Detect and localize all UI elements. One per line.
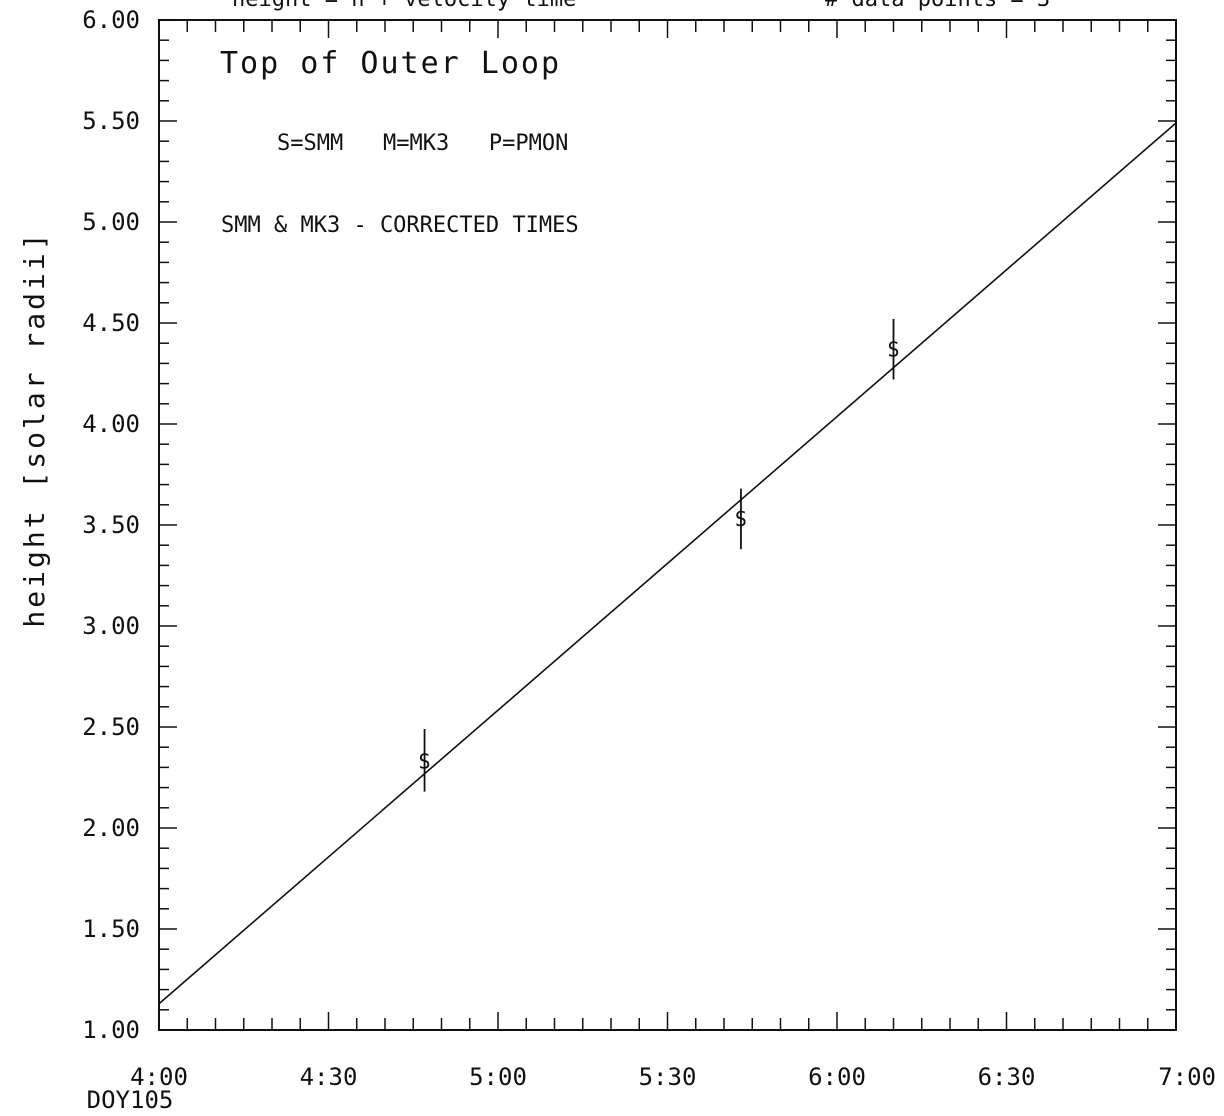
y-tick-label: 2.00 — [82, 814, 140, 842]
y-tick-label: 1.00 — [82, 1016, 140, 1044]
fit-line-group — [158, 122, 1177, 1005]
x-tick-label: 6:00 — [808, 1063, 866, 1091]
data-point-marker: S — [887, 337, 899, 361]
y-tick-label: 1.50 — [82, 915, 140, 943]
chart-annotation-note: SMM & MK3 - CORRECTED TIMES — [221, 213, 579, 238]
y-tick-label: 3.50 — [82, 511, 140, 539]
y-tick-label: 2.50 — [82, 713, 140, 741]
fit-line — [158, 122, 1177, 1005]
chart-annotation-title: Top of Outer Loop — [220, 46, 561, 81]
x-tick-label: 4:30 — [300, 1063, 358, 1091]
data-point-marker: S — [735, 507, 747, 531]
y-tick-label: 5.00 — [82, 208, 140, 236]
y-tick-label: 4.00 — [82, 410, 140, 438]
data-points-group: S S S — [419, 318, 900, 792]
x-tick-label: 5:00 — [469, 1063, 527, 1091]
y-tick-label: 3.00 — [82, 612, 140, 640]
x-tick-label: 5:30 — [639, 1063, 697, 1091]
y-tick-label: 4.50 — [82, 309, 140, 337]
y-axis-label: height [solar radii] — [18, 230, 51, 627]
x-tick-labels: 4:00 4:30 5:00 5:30 6:00 6:30 7:00 — [130, 1063, 1216, 1091]
x-tick-label: 6:30 — [978, 1063, 1036, 1091]
y-tick-label: 5.50 — [82, 107, 140, 135]
header-left: height = h + velocity*time — [232, 0, 576, 12]
plot-frame — [158, 19, 1177, 1031]
x-axis-sublabel: DOY105 — [87, 1086, 174, 1114]
axis-ticks — [158, 19, 1177, 1031]
chart-annotation-legend: S=SMM M=MK3 P=PMON — [277, 131, 568, 156]
x-tick-label: 4:00 — [130, 1063, 188, 1091]
header-right: # data points = 3 — [825, 0, 1050, 12]
data-point-marker: S — [419, 749, 431, 773]
y-tick-labels: 1.00 1.50 2.00 2.50 3.00 3.50 4.00 4.50 5.00 5.50… — [82, 6, 140, 1044]
x-tick-label: 7:00 — [1158, 1063, 1216, 1091]
y-tick-label: 6.00 — [82, 6, 140, 34]
